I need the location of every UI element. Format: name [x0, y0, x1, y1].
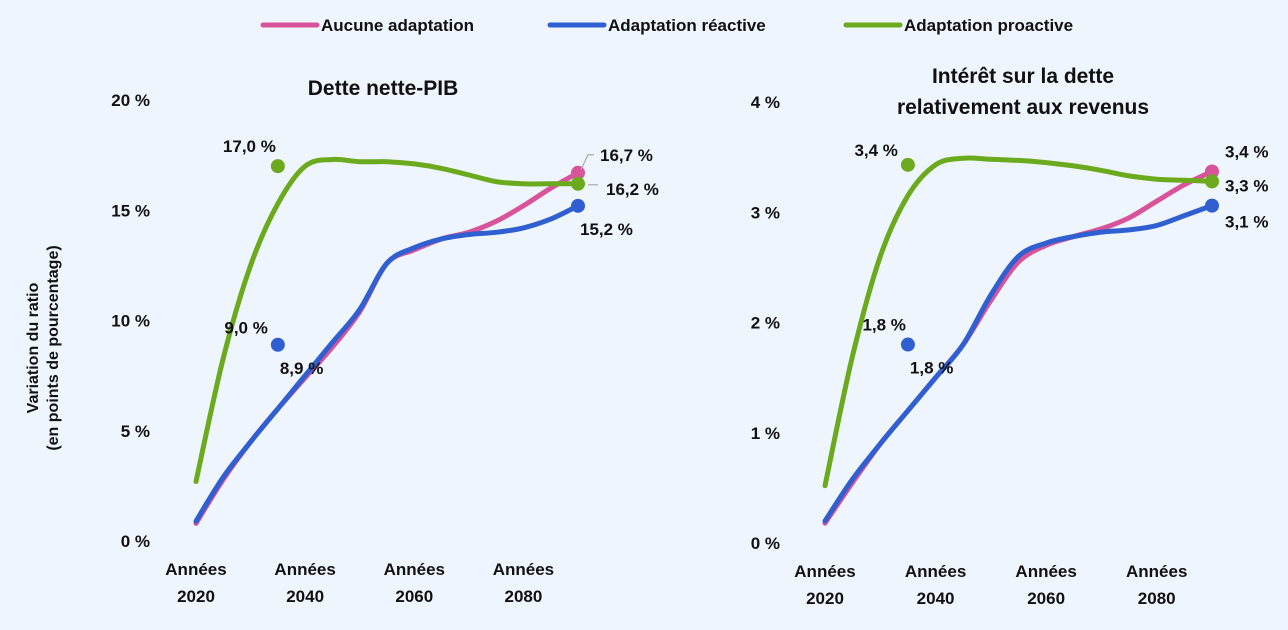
y-tick-label: 2 % — [751, 314, 780, 333]
series-line-none — [193, 170, 581, 526]
chart-title: Dette nette-PIB — [308, 77, 459, 100]
y-axis-label: Variation du ratio (en points de pourcent… — [25, 245, 62, 450]
data-label: 3,1 % — [1225, 213, 1268, 232]
data-label: 1,8 % — [910, 359, 953, 378]
legend-label-proactive: Adaptation proactive — [904, 16, 1073, 35]
x-tick-label: Années 2060 — [384, 560, 445, 606]
x-tick-label-line: 2020 — [806, 589, 844, 608]
y-tick-label: 20 % — [111, 91, 150, 110]
y-tick-label: 1 % — [751, 424, 780, 443]
x-tick-label-line: Années — [274, 560, 335, 579]
data-label: 16,2 % — [606, 180, 659, 199]
data-label: 9,0 % — [224, 319, 267, 338]
data-label: 8,9 % — [280, 359, 323, 378]
x-tick-label-line: Années — [1126, 562, 1187, 581]
x-tick-label: Années 2060 — [1015, 562, 1076, 608]
chart-title-line: Dette nette-PIB — [308, 77, 459, 100]
x-tick-label: Années 2080 — [493, 560, 554, 606]
data-point-proactive — [270, 159, 285, 174]
data-point-reactive — [270, 337, 285, 352]
data-point-reactive — [571, 198, 585, 213]
data-label: 15,2 % — [580, 220, 633, 239]
y-axis-title-line: (en points de pourcentage) — [45, 245, 62, 450]
x-tick-label-line: Années — [1015, 562, 1076, 581]
x-tick-label-line: 2020 — [177, 587, 215, 606]
x-tick-label-line: 2060 — [395, 587, 433, 606]
series-line-proactive — [193, 156, 581, 484]
x-tick-label-line: 2040 — [917, 589, 955, 608]
data-label: 16,7 % — [600, 146, 653, 165]
x-tick-label-line: 2080 — [505, 587, 543, 606]
y-tick-label: 4 % — [751, 93, 780, 112]
legend-label-none: Aucune adaptation — [321, 16, 474, 35]
data-label: 1,8 % — [862, 316, 905, 335]
y-tick-label: 5 % — [121, 422, 150, 441]
chart-title-line: relativement aux revenus — [897, 96, 1149, 119]
data-point-reactive — [1205, 198, 1219, 213]
x-tick-label-line: Années — [384, 560, 445, 579]
data-label: 3,3 % — [1225, 176, 1268, 195]
data-point-none — [1205, 164, 1219, 179]
data-point-proactive — [571, 176, 585, 191]
y-axis-title: Variation du ratio (en points de pourcent… — [25, 245, 62, 450]
chart-panels: Dette nette-PIB 0 % 5 % 10 % 15 % 20 % Années 2… — [111, 65, 1268, 608]
x-tick-label-line: 2040 — [286, 587, 324, 606]
legend: Aucune adaptation Adaptation réactive Adap… — [260, 16, 1073, 35]
x-tick-label: Années 2020 — [165, 560, 226, 606]
legend-label-reactive: Adaptation réactive — [608, 16, 766, 35]
data-label: 3,4 % — [854, 141, 897, 160]
data-point-proactive — [900, 157, 915, 172]
x-tick-label-line: Années — [165, 560, 226, 579]
x-tick-label: Années 2040 — [274, 560, 335, 606]
chart-panel-2: Intérêt sur la dette relativement aux rev… — [751, 65, 1269, 608]
chart-panel-1: Dette nette-PIB 0 % 5 % 10 % 15 % 20 % Années 2… — [111, 77, 659, 606]
y-tick-label: 10 % — [111, 312, 150, 331]
x-tick-label-line: Années — [493, 560, 554, 579]
y-tick-label: 0 % — [121, 532, 150, 551]
y-tick-label: 3 % — [751, 203, 780, 222]
x-tick-label-line: Années — [794, 562, 855, 581]
chart-title-line: Intérêt sur la dette — [932, 65, 1114, 88]
series-line-proactive — [822, 155, 1215, 489]
x-tick-label-line: Années — [905, 562, 966, 581]
x-tick-label: Années 2020 — [794, 562, 855, 608]
series-line-reactive — [193, 203, 581, 524]
y-tick-label: 0 % — [751, 534, 780, 553]
data-label: 3,4 % — [1225, 142, 1268, 161]
data-point-reactive — [900, 337, 915, 352]
x-tick-label-line: 2080 — [1138, 589, 1176, 608]
data-point-proactive — [1205, 174, 1219, 189]
chart-title: Intérêt sur la dette relativement aux rev… — [897, 65, 1149, 119]
data-label: 17,0 % — [223, 137, 276, 156]
x-tick-label: Années 2080 — [1126, 562, 1187, 608]
series-line-reactive — [822, 203, 1215, 524]
x-tick-label-line: 2060 — [1027, 589, 1065, 608]
y-axis-title-line: Variation du ratio — [25, 282, 42, 413]
data-label-leader — [580, 154, 594, 171]
x-tick-label: Années 2040 — [905, 562, 966, 608]
y-tick-label: 15 % — [111, 201, 150, 220]
